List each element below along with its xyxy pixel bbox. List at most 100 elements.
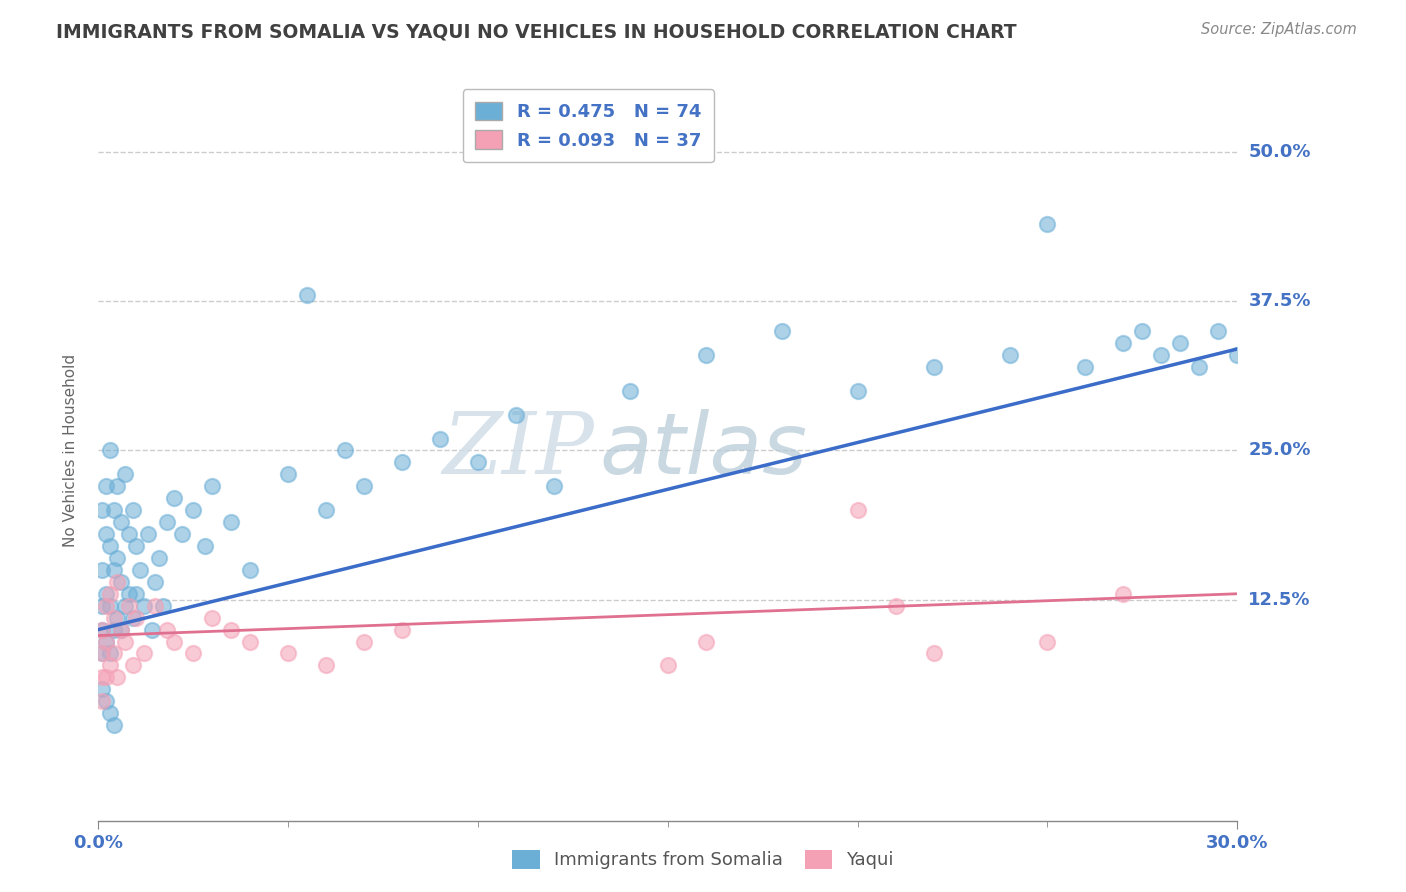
Point: [201, 610, 224, 624]
Point: [110, 574, 132, 589]
Point: [94, 587, 117, 601]
Point: [1112, 336, 1135, 351]
Point: [1208, 324, 1230, 338]
Point: [391, 623, 413, 637]
Legend: R = 0.475   N = 74, R = 0.093   N = 37: R = 0.475 N = 74, R = 0.093 N = 37: [463, 89, 714, 162]
Point: [277, 647, 299, 661]
Point: [129, 563, 152, 577]
Point: [98, 706, 121, 721]
Point: [103, 623, 125, 637]
Point: [145, 599, 167, 613]
Point: [125, 610, 148, 624]
Point: [98, 647, 121, 661]
Point: [91, 647, 114, 661]
Point: [91, 623, 114, 637]
Point: [922, 359, 945, 374]
Point: [1112, 587, 1135, 601]
Text: 37.5%: 37.5%: [1249, 293, 1310, 310]
Point: [110, 515, 132, 529]
Point: [145, 574, 167, 589]
Point: [110, 623, 132, 637]
Point: [884, 599, 907, 613]
Point: [94, 479, 117, 493]
Point: [94, 634, 117, 648]
Point: [91, 563, 114, 577]
Point: [429, 432, 451, 446]
Point: [1226, 348, 1249, 362]
Point: [183, 503, 205, 517]
Point: [110, 623, 132, 637]
Point: [98, 539, 121, 553]
Y-axis label: No Vehicles in Household: No Vehicles in Household: [63, 354, 77, 547]
Point: [91, 670, 114, 684]
Point: [121, 503, 143, 517]
Point: [695, 634, 717, 648]
Point: [141, 623, 163, 637]
Point: [239, 563, 262, 577]
Point: [91, 503, 114, 517]
Point: [94, 527, 117, 541]
Point: [221, 623, 243, 637]
Point: [91, 647, 114, 661]
Point: [103, 610, 125, 624]
Point: [91, 599, 114, 613]
Point: [657, 658, 679, 673]
Point: [121, 658, 143, 673]
Point: [1150, 348, 1173, 362]
Point: [163, 491, 186, 506]
Point: [170, 527, 193, 541]
Point: [103, 563, 125, 577]
Point: [1132, 324, 1154, 338]
Point: [107, 479, 129, 493]
Point: [94, 599, 117, 613]
Point: [107, 610, 129, 624]
Point: [121, 610, 143, 624]
Point: [335, 443, 357, 458]
Point: [1074, 359, 1097, 374]
Point: [114, 467, 136, 482]
Point: [239, 634, 262, 648]
Point: [103, 647, 125, 661]
Point: [103, 503, 125, 517]
Point: [1170, 336, 1192, 351]
Point: [148, 550, 170, 565]
Point: [156, 515, 179, 529]
Point: [543, 479, 565, 493]
Point: [118, 587, 141, 601]
Point: [136, 527, 159, 541]
Point: [91, 682, 114, 697]
Point: [998, 348, 1021, 362]
Point: [152, 599, 174, 613]
Point: [353, 479, 375, 493]
Text: 25.0%: 25.0%: [1249, 442, 1310, 459]
Point: [98, 658, 121, 673]
Point: [846, 503, 869, 517]
Point: [98, 587, 121, 601]
Point: [770, 324, 793, 338]
Point: [98, 599, 121, 613]
Text: atlas: atlas: [599, 409, 807, 492]
Point: [391, 455, 413, 469]
Point: [114, 634, 136, 648]
Point: [118, 527, 141, 541]
Point: [467, 455, 489, 469]
Text: ZIP: ZIP: [441, 409, 593, 491]
Point: [1036, 634, 1059, 648]
Point: [91, 694, 114, 708]
Point: [183, 647, 205, 661]
Legend: Immigrants from Somalia, Yaqui: Immigrants from Somalia, Yaqui: [503, 841, 903, 879]
Point: [315, 503, 337, 517]
Point: [107, 550, 129, 565]
Point: [922, 647, 945, 661]
Point: [114, 599, 136, 613]
Point: [103, 718, 125, 732]
Point: [505, 408, 527, 422]
Point: [315, 658, 337, 673]
Text: 12.5%: 12.5%: [1249, 591, 1310, 608]
Point: [107, 574, 129, 589]
Point: [1036, 217, 1059, 231]
Point: [846, 384, 869, 398]
Point: [163, 634, 186, 648]
Point: [297, 288, 319, 302]
Point: [91, 623, 114, 637]
